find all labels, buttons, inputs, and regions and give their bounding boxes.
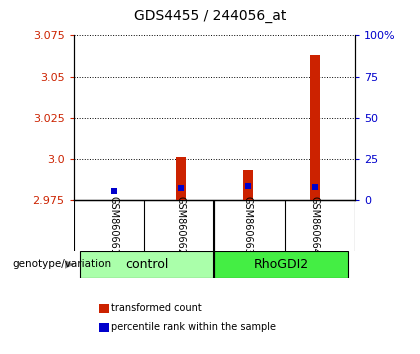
Text: control: control [126,258,169,271]
Bar [214,251,348,278]
Bar [176,157,186,208]
Text: transformed count: transformed count [111,303,202,313]
Text: RhoGDI2: RhoGDI2 [254,258,309,271]
Text: genotype/variation: genotype/variation [13,259,112,269]
Text: GSM860661: GSM860661 [109,196,119,255]
Text: GSM860662: GSM860662 [176,196,186,255]
Bar [243,170,253,208]
Text: GSM860663: GSM860663 [243,196,253,255]
Polygon shape [65,260,74,269]
Text: GDS4455 / 244056_at: GDS4455 / 244056_at [134,9,286,23]
Text: percentile rank within the sample: percentile rank within the sample [111,322,276,332]
Bar [80,251,214,278]
Bar [109,207,119,208]
Text: GSM860664: GSM860664 [310,196,320,255]
Bar [310,55,320,208]
